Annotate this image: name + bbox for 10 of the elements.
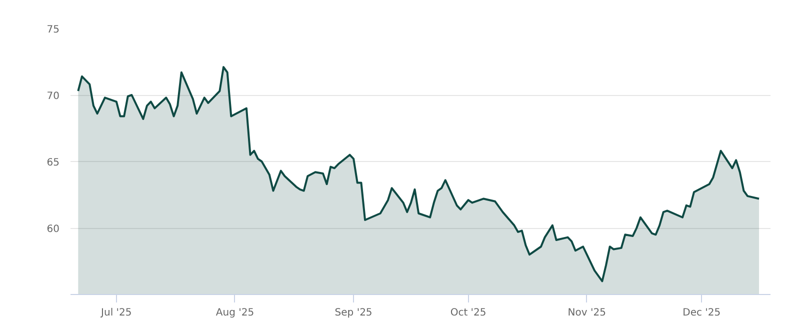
y-tick-label: 70 bbox=[46, 91, 60, 102]
x-tick-label: Aug '25 bbox=[216, 308, 254, 318]
x-tick-label: Sep '25 bbox=[334, 308, 372, 318]
x-tick-label: Oct '25 bbox=[450, 308, 486, 318]
y-tick-label: 60 bbox=[46, 224, 60, 235]
y-tick-label: 65 bbox=[46, 158, 60, 168]
x-tick-label: Jul '25 bbox=[100, 308, 132, 318]
x-tick-label: Nov '25 bbox=[568, 308, 606, 318]
y-tick-label: 75 bbox=[46, 24, 60, 36]
x-tick-label: Dec '25 bbox=[682, 308, 721, 318]
